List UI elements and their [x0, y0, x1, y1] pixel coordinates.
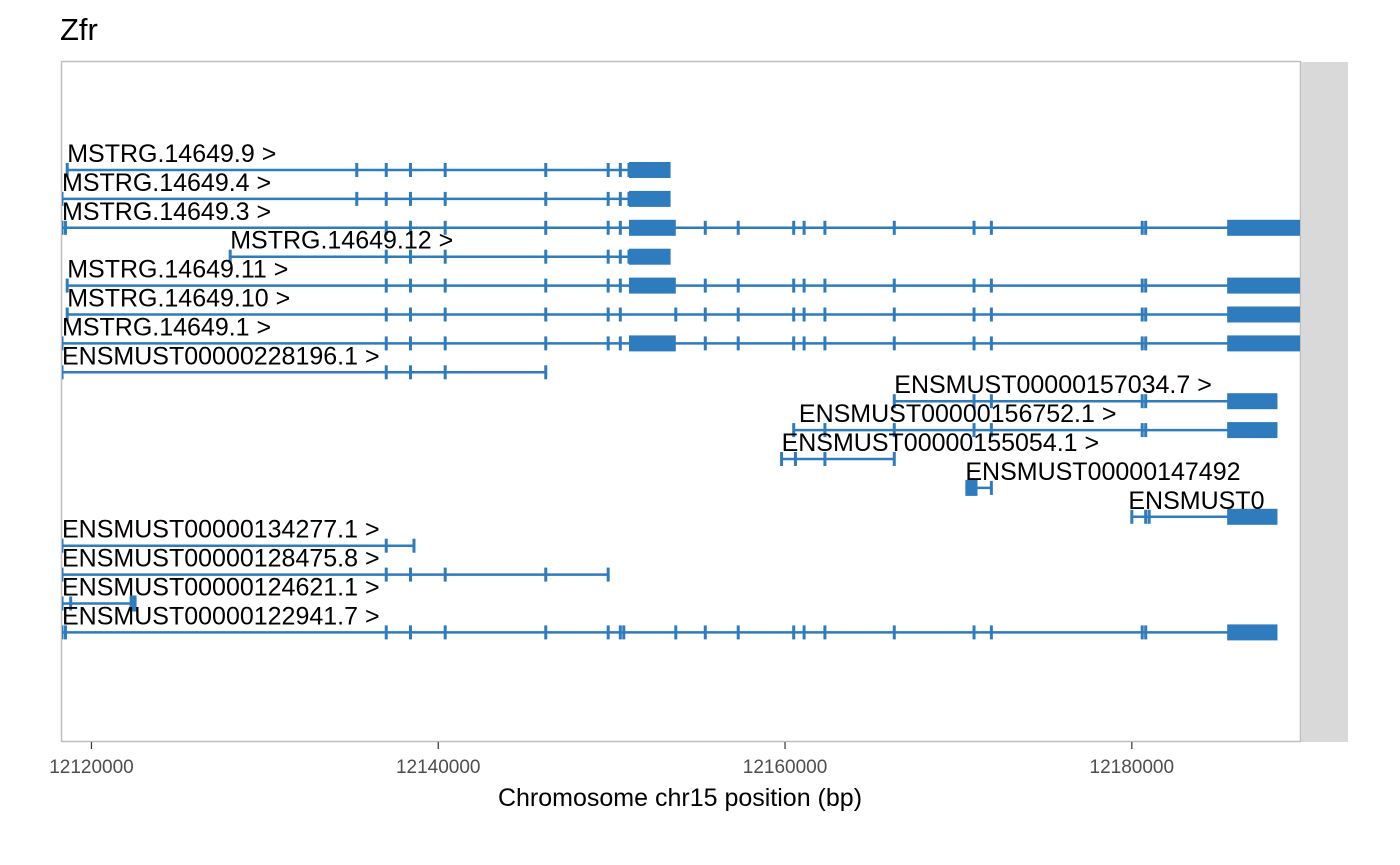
transcript-16: ENSMUST00000122941.7 > — [62, 602, 1278, 641]
transcript-1: MSTRG.14649.4 > — [62, 169, 671, 207]
transcript-0: MSTRG.14649.9 > — [65, 140, 671, 178]
transcript-label: ENSMUST00000122941.7 > — [62, 602, 380, 630]
transcript-label: ENSMUST00000147492 — [965, 458, 1240, 486]
x-axis-title: Chromosome chr15 position (bp) — [498, 784, 862, 812]
transcript-label: ENSMUST00000228196.1 > — [62, 342, 380, 370]
cds-block — [628, 162, 671, 178]
transcript-3: MSTRG.14649.12 > — [228, 227, 671, 265]
transcript-label: MSTRG.14649.3 > — [62, 198, 271, 226]
x-tick-label: 12120000 — [49, 757, 134, 778]
cds-block — [1227, 393, 1278, 410]
x-tick-label: 12180000 — [1090, 757, 1175, 778]
transcript-8: ENSMUST00000157034.7 > — [892, 371, 1278, 410]
cds-block — [1227, 219, 1300, 236]
panel-border — [60, 60, 1302, 743]
x-axis: 12120000 12140000 12160000 12180000 — [49, 742, 1174, 778]
x-tick-label: 12160000 — [743, 757, 828, 778]
transcript-label: MSTRG.14649.12 > — [230, 227, 453, 255]
transcript-label: MSTRG.14649.9 > — [67, 140, 276, 168]
transcript-label: ENSMUST00000134277.1 > — [62, 516, 380, 544]
transcript-14: ENSMUST00000128475.8 > — [62, 545, 610, 582]
cds-block — [628, 335, 676, 352]
cds-block — [628, 277, 676, 294]
transcript-5: MSTRG.14649.10 > — [65, 285, 1300, 323]
transcript-11: ENSMUST00000147492 — [965, 458, 1241, 496]
cds-block — [628, 248, 671, 265]
transcript-label: ENSMUST00000124621.1 > — [62, 574, 380, 602]
transcript-6: MSTRG.14649.1 > — [62, 313, 1300, 352]
cds-block — [1227, 306, 1300, 323]
transcript-15: ENSMUST00000124621.1 > — [62, 574, 380, 612]
transcript-label: MSTRG.14649.10 > — [67, 285, 290, 313]
transcript-9: ENSMUST00000156752.1 > — [792, 400, 1278, 439]
cds-block — [1227, 335, 1300, 352]
transcript-label: MSTRG.14649.4 > — [62, 169, 271, 197]
cds-block — [965, 479, 978, 496]
transcript-label: ENSMUST00000155054.1 > — [782, 429, 1100, 457]
transcript-10: ENSMUST00000155054.1 > — [780, 429, 1100, 466]
cds-block — [1227, 508, 1278, 525]
transcript-12: ENSMUST0 — [1128, 487, 1278, 525]
transcript-tracks: MSTRG.14649.9 >MSTRG.14649.4 >MSTRG.1464… — [62, 140, 1300, 641]
x-tick-label: 12140000 — [396, 757, 481, 778]
cds-block — [1227, 277, 1300, 294]
cds-block — [628, 190, 671, 207]
transcript-2: MSTRG.14649.3 > — [62, 198, 1300, 236]
transcript-label: ENSMUST00000156752.1 > — [799, 400, 1117, 428]
transcript-7: ENSMUST00000228196.1 > — [62, 342, 548, 380]
transcript-label: ENSMUST0 — [1128, 487, 1264, 515]
cds-block — [628, 219, 676, 236]
cds-block — [1227, 624, 1278, 641]
transcript-4: MSTRG.14649.11 > — [65, 256, 1300, 294]
cds-block — [129, 595, 137, 612]
facet-strip — [1301, 62, 1348, 742]
transcript-label: ENSMUST00000128475.8 > — [62, 545, 380, 573]
transcript-13: ENSMUST00000134277.1 > — [62, 516, 416, 553]
transcript-label: MSTRG.14649.1 > — [62, 313, 271, 341]
transcript-label: ENSMUST00000157034.7 > — [894, 371, 1212, 399]
chart-title: Zfr — [60, 12, 98, 47]
transcript-label: MSTRG.14649.11 > — [67, 256, 288, 284]
cds-block — [1227, 422, 1278, 439]
